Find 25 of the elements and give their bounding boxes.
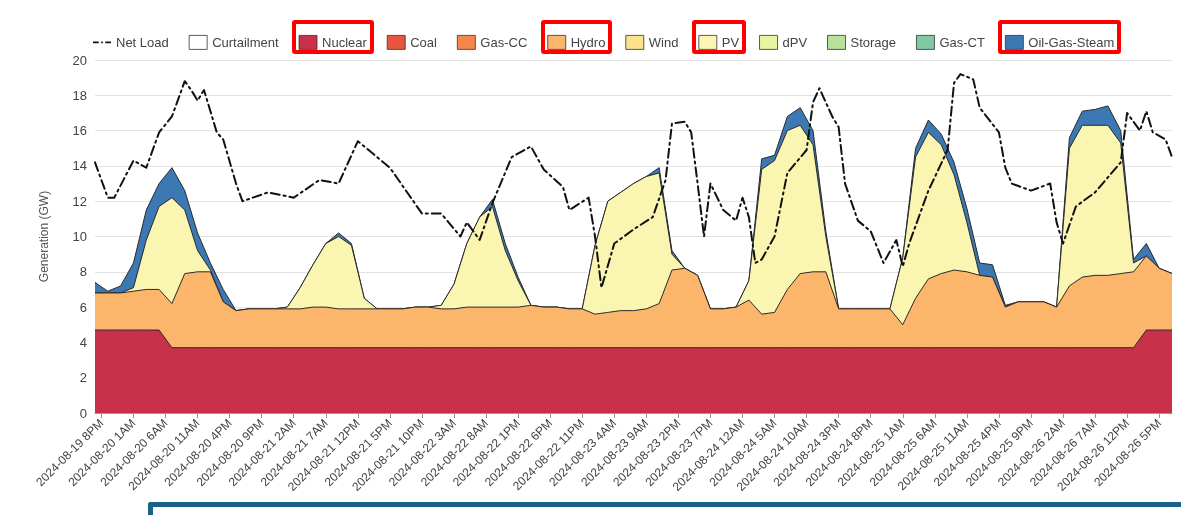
y-tick-label: 14 (72, 158, 87, 174)
y-tick-label: 12 (72, 193, 87, 209)
legend-label: dPV (782, 34, 808, 50)
line-series (94, 73, 1173, 289)
legend-label: Nuclear (322, 34, 368, 50)
y-tick-label: 18 (72, 87, 87, 103)
legend-label: Wind (648, 34, 679, 50)
legend-label: Coal (410, 34, 438, 50)
legend-label: Net Load (116, 34, 169, 50)
y-tick-label: 20 (72, 52, 87, 68)
y-tick-label: 10 (72, 229, 87, 244)
y-tick-label: 4 (79, 334, 87, 350)
y-tick-label: 0 (79, 405, 87, 421)
y-tick-label: 8 (79, 264, 87, 280)
legend-label: Gas-CC (480, 34, 528, 50)
legend-label: PV (721, 34, 740, 50)
y-tick-label: 6 (79, 299, 87, 315)
legend-label: Gas-CT (939, 34, 986, 50)
legend-label: Hydro (570, 34, 606, 50)
legend-label: Storage (850, 34, 897, 50)
legend-label: Oil-Gas-Steam (1028, 34, 1115, 50)
y-tick-label: 2 (79, 370, 87, 386)
y-axis-title: Generation (GW) (37, 190, 51, 283)
y-tick-label: 16 (72, 123, 87, 139)
legend-label: Curtailment (212, 34, 280, 50)
